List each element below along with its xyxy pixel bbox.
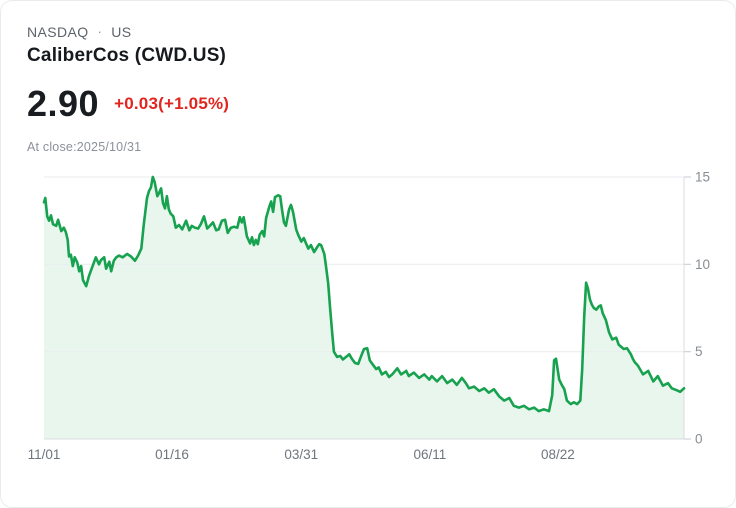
x-tick-label: 03/31 xyxy=(284,447,318,462)
as-of-label: At close:2025/10/31 xyxy=(27,140,142,154)
area-fill xyxy=(44,177,684,439)
price-change: +0.03(+1.05%) xyxy=(114,94,230,113)
x-tick-label: 06/11 xyxy=(414,447,447,462)
price-chart: 15 10 5 0 11/01 01/16 03/31 06/11 08/22 xyxy=(1,161,735,491)
chart-svg: 15 10 5 0 11/01 01/16 03/31 06/11 08/22 xyxy=(28,170,710,463)
price-line xyxy=(42,175,686,413)
region-label: US xyxy=(111,24,132,40)
x-tick-label: 01/16 xyxy=(155,447,189,462)
quote-header: NASDAQ · US CaliberCos (CWD.US) 2.90 +0.… xyxy=(1,1,735,154)
dot-separator-icon: · xyxy=(97,24,103,39)
y-tick-label: 0 xyxy=(695,432,703,447)
x-tick-label: 08/22 xyxy=(541,447,575,462)
exchange-row: NASDAQ · US xyxy=(27,24,709,40)
y-tick-label: 15 xyxy=(695,170,710,185)
price-row: 2.90 +0.03(+1.05%) xyxy=(27,85,709,123)
x-tick-label: 11/01 xyxy=(28,447,61,462)
page-title: CaliberCos (CWD.US) xyxy=(27,45,227,66)
y-tick-label: 10 xyxy=(695,257,710,272)
y-tick-label: 5 xyxy=(695,344,703,359)
exchange-label: NASDAQ xyxy=(27,24,89,40)
last-price: 2.90 xyxy=(27,83,100,124)
